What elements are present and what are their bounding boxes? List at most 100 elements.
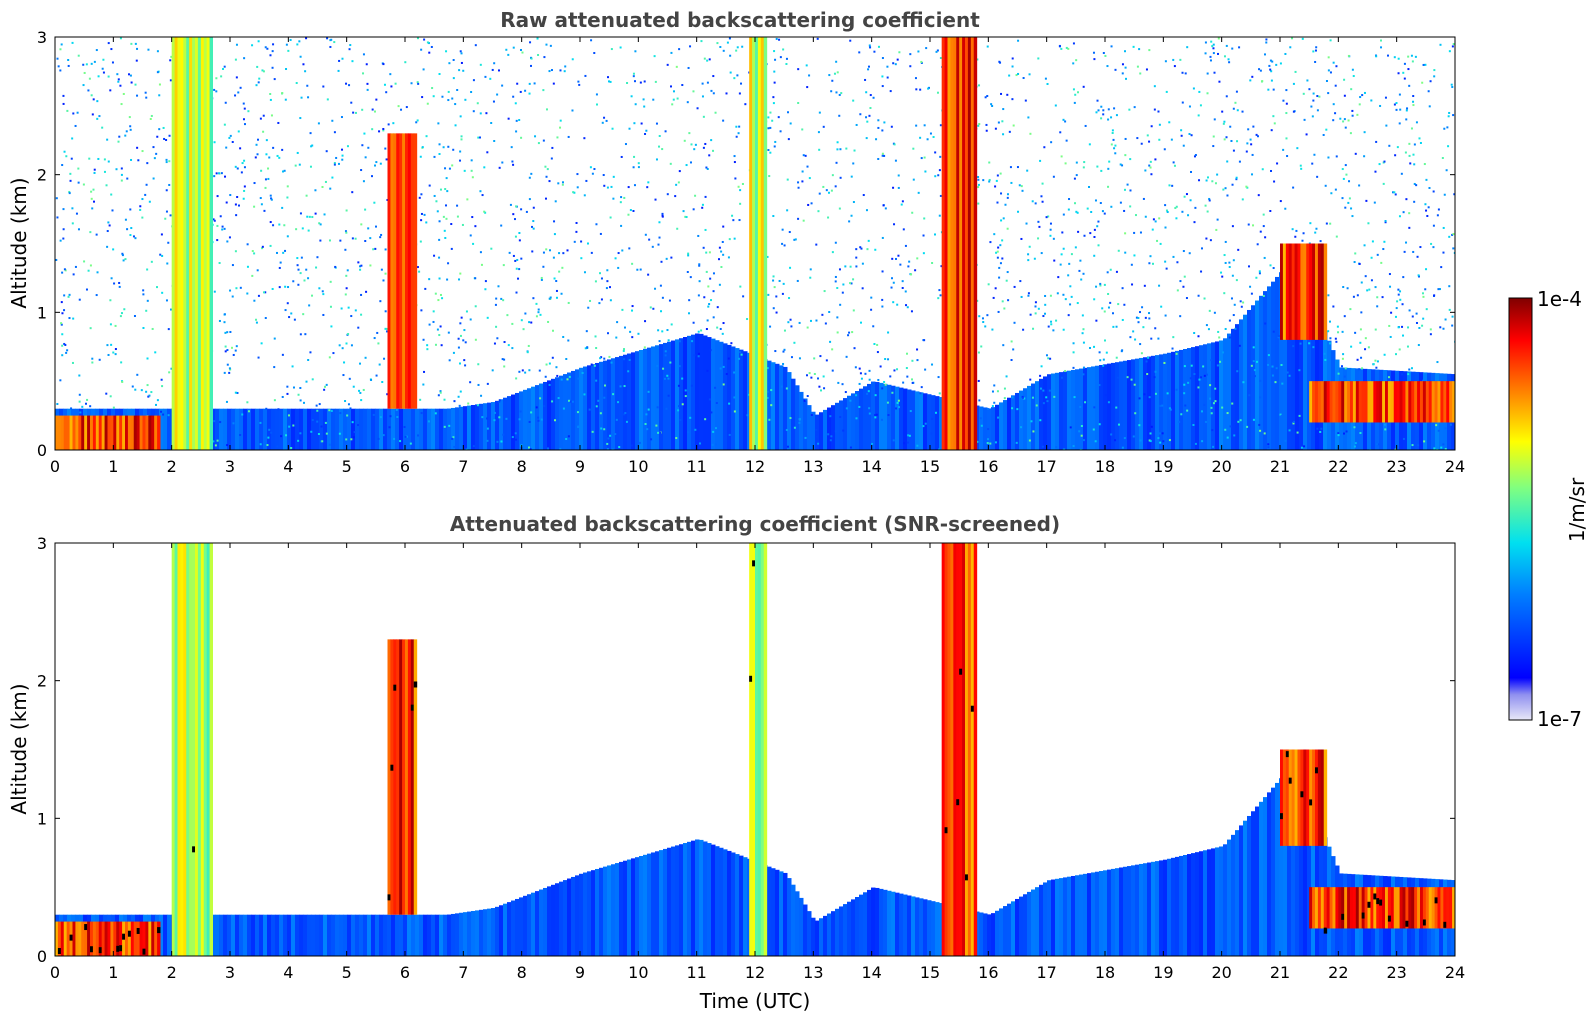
noise-pixel [608, 286, 611, 289]
cloud-cell [95, 415, 100, 450]
noise-pixel [886, 401, 889, 404]
noise-pixel [117, 78, 120, 81]
noise-pixel [1413, 163, 1416, 166]
noise-pixel [623, 326, 626, 329]
noise-pixel [631, 262, 634, 265]
cloud-cell [148, 415, 152, 450]
noise-pixel [1190, 364, 1193, 367]
noise-pixel [1427, 90, 1430, 93]
noise-pixel [288, 425, 291, 428]
aerosol-column [603, 360, 608, 450]
aerosol-column [1239, 825, 1244, 956]
noise-pixel [427, 420, 430, 423]
noise-pixel [319, 239, 322, 242]
noise-pixel [280, 435, 283, 438]
noise-pixel [1331, 432, 1334, 435]
noise-pixel [286, 196, 289, 199]
noise-pixel [1133, 383, 1136, 386]
noise-pixel [719, 367, 722, 370]
x-tick-label: 2 [167, 963, 177, 982]
noise-pixel [899, 263, 902, 266]
aerosol-column [371, 914, 376, 956]
noise-pixel [268, 156, 271, 159]
noise-pixel [456, 204, 459, 207]
noise-pixel [623, 358, 626, 361]
noise-pixel [1044, 294, 1047, 297]
noise-pixel [1422, 295, 1425, 298]
noise-pixel [1145, 360, 1148, 363]
cloud-cell [78, 921, 82, 956]
aerosol-column [239, 914, 244, 956]
cloud-cell [1338, 381, 1342, 423]
noise-pixel [384, 248, 387, 251]
noise-pixel [420, 219, 423, 222]
saturated-cell [965, 874, 969, 881]
noise-pixel [881, 305, 884, 308]
noise-pixel [1107, 118, 1110, 121]
noise-pixel [305, 37, 308, 40]
noise-pixel [212, 440, 215, 443]
noise-pixel [1284, 439, 1287, 442]
noise-pixel [1134, 412, 1137, 415]
noise-pixel [1353, 426, 1356, 429]
aerosol-column [663, 848, 668, 956]
aerosol-column [419, 408, 424, 450]
aerosol-column [887, 384, 892, 450]
noise-pixel [518, 268, 521, 271]
noise-pixel [1120, 350, 1123, 353]
noise-pixel [1436, 448, 1439, 450]
noise-pixel [215, 172, 218, 175]
x-tick-label: 10 [628, 457, 648, 476]
cloud-cell [116, 415, 120, 450]
aerosol-column [1087, 873, 1092, 956]
noise-pixel [1001, 257, 1004, 260]
cloud-cell [200, 37, 205, 450]
noise-pixel [281, 170, 284, 173]
noise-pixel [74, 124, 77, 127]
noise-pixel [1171, 184, 1174, 187]
cloud-cell [104, 921, 108, 956]
noise-pixel [1264, 53, 1267, 56]
noise-pixel [809, 276, 812, 279]
noise-pixel [666, 63, 669, 66]
noise-pixel [677, 181, 680, 184]
noise-pixel [980, 345, 983, 348]
cloud-cell [1344, 887, 1348, 929]
noise-pixel [495, 325, 498, 328]
noise-pixel [1158, 432, 1161, 435]
cloud-cell [1320, 381, 1325, 423]
noise-pixel [1081, 314, 1084, 317]
cloud-cell [1373, 381, 1377, 423]
noise-pixel [703, 296, 706, 299]
noise-pixel [474, 305, 477, 308]
cloud-cell [1405, 887, 1409, 929]
noise-pixel [806, 165, 809, 168]
noise-pixel [384, 147, 387, 150]
noise-pixel [1286, 371, 1289, 374]
noise-pixel [454, 103, 457, 106]
aerosol-column [459, 912, 464, 956]
noise-pixel [1200, 376, 1203, 379]
aerosol-column [327, 914, 332, 956]
noise-pixel [687, 66, 690, 69]
aerosol-column [247, 914, 252, 956]
noise-pixel [532, 220, 535, 223]
noise-pixel [297, 283, 300, 286]
noise-pixel [235, 214, 238, 217]
noise-pixel [1398, 93, 1401, 96]
cloud-cell [763, 37, 768, 450]
noise-pixel [372, 248, 375, 251]
noise-pixel [1301, 239, 1304, 242]
noise-pixel [496, 440, 499, 443]
noise-pixel [722, 322, 725, 325]
noise-pixel [1408, 309, 1411, 312]
noise-pixel [916, 257, 919, 260]
noise-pixel [75, 212, 78, 215]
noise-pixel [1407, 373, 1410, 376]
noise-pixel [637, 166, 640, 169]
noise-pixel [1247, 223, 1250, 226]
cloud-cell [410, 133, 415, 409]
noise-pixel [1135, 316, 1138, 319]
aerosol-column [679, 338, 684, 450]
noise-pixel [1204, 420, 1207, 423]
